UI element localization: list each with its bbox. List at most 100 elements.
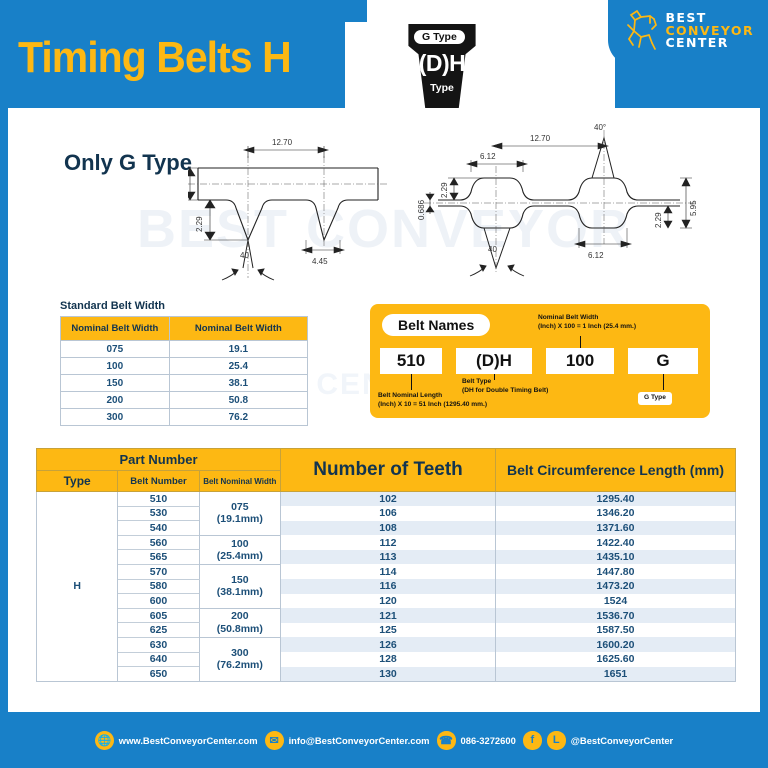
belt-name-part-gtype: G [628,348,698,374]
dim-tooth-width-top-right: 6.12 [480,152,496,161]
table-row: 605 200 (50.8mm) 121 1536.70 [37,608,736,638]
table-row: 150 38.1 [60,374,309,392]
footer-website[interactable]: 🌐 www.BestConveyorCenter.com [94,730,258,750]
standard-belt-width-title: Standard Belt Width [60,300,166,312]
cell-belt-number: 580 [117,579,200,595]
footer-email[interactable]: ✉ info@BestConveyorCenter.com [264,730,430,750]
cell-belt-number: 530 [117,506,200,522]
badge-pill-label: G Type [414,30,465,44]
content-card: BEST CONVEYOR CENTER Only G Type [8,108,760,712]
belt-names-title: Belt Names [382,314,491,336]
cell-nominal-width-code: 075 [60,340,170,358]
width-code: 100 [231,537,249,550]
column-header-belt-nominal-width: Belt Nominal Width [198,470,282,492]
cell-belt-number: 640 [117,652,200,668]
cell-number-of-teeth: 116 [280,579,496,594]
belt-name-part-length: 510 [380,348,442,374]
leader-line-gtype [663,374,664,390]
double-belt-profile-diagram: 12.70 40° 6.12 6.12 [418,123,698,277]
belt-type-badge: G Type (D)H Type [396,24,488,108]
belt-names-note-width: Nominal Belt Width (Inch) X 100 = 1 Inch … [538,314,637,330]
page-footer: 🌐 www.BestConveyorCenter.com ✉ info@Best… [0,712,768,768]
table-row: 530 106 1346.20 [37,506,736,522]
cell-nominal-width-mm: 19.1 [168,340,309,358]
dim-tooth-width-left: 4.45 [312,257,328,266]
cell-belt-type: H [35,491,119,682]
table-header-row: Nominal Belt Width Nominal Belt Width [60,316,309,341]
dim-pitch-left: 12.70 [272,138,293,147]
cell-number-of-teeth: 114 [280,564,496,580]
cell-number-of-teeth: 102 [280,491,496,507]
cell-belt-number: 625 [117,622,200,638]
table-row: 200 50.8 [60,391,309,409]
facebook-icon: f [522,730,542,750]
table-header-group-row: Part Number Number of Teeth Belt Circumf… [36,448,736,492]
cell-belt-nominal-width: 075 (19.1mm) [198,491,282,536]
dim-tooth-width-bottom-right: 6.12 [588,251,604,260]
column-header-number-of-teeth: Number of Teeth [280,448,496,492]
cell-belt-number: 560 [117,535,200,551]
cell-number-of-teeth: 120 [280,593,496,609]
leader-line-width [580,336,581,348]
cell-belt-number: 510 [117,491,200,507]
column-header-nominal-belt-width-2: Nominal Belt Width [168,316,309,341]
cell-belt-number: 650 [117,666,200,682]
cell-nominal-width-mm: 76.2 [168,408,309,426]
table-row: 650 130 1651 [37,666,736,682]
cell-belt-nominal-width: 300 (76.2mm) [198,637,282,682]
cell-nominal-width-code: 150 [60,374,170,392]
table-row: 100 25.4 [60,357,309,375]
cell-circumference-length: 1447.80 [495,564,736,580]
belt-names-note-gtype: G Type [638,392,672,405]
leader-line-length [411,374,412,390]
cell-number-of-teeth: 106 [280,506,496,521]
cell-nominal-width-code: 100 [60,357,170,375]
width-code: 075 [231,501,249,514]
cell-circumference-length: 1651 [495,666,736,682]
cell-number-of-teeth: 128 [280,652,496,667]
footer-social[interactable]: f L @BestConveyorCenter [522,730,674,750]
belt-name-part-type: (D)H [456,348,532,374]
only-g-type-label: Only G Type [64,150,192,175]
dim-total-thickness-right: 5.95 [689,200,698,216]
table-row: 540 108 1371.60 [37,520,736,536]
globe-icon: 🌐 [94,730,114,750]
cell-number-of-teeth: 121 [280,608,496,623]
table-row: 570 150 (38.1mm) 114 1447.80 [37,564,736,609]
width-code: 300 [231,646,249,659]
dim-depth-bottom-right: 2.29 [654,212,663,228]
width-mm: (25.4mm) [216,549,263,562]
table-row: 580 116 1473.20 [37,579,736,595]
cell-belt-nominal-width: 200 (50.8mm) [198,608,282,638]
width-mm: (76.2mm) [216,659,263,672]
badge-main-label: (D)H [418,50,466,76]
cell-belt-number: 605 [117,608,200,624]
table-row: 625 125 1587.50 [37,622,736,638]
footer-social-text: @BestConveyorCenter [570,734,674,746]
table-row: 300 76.2 [60,408,309,426]
cell-circumference-length: 1524 [495,593,736,609]
logo-band [608,0,768,66]
badge-sub-label: Type [430,82,454,94]
footer-phone[interactable]: ☎ 086-3272600 [436,730,516,750]
cell-circumference-length: 1625.60 [495,652,736,667]
cell-belt-nominal-width: 150 (38.1mm) [198,564,282,609]
width-code: 150 [231,573,249,586]
cell-circumference-length: 1435.10 [495,549,736,565]
column-header-belt-number: Belt Number [117,470,200,492]
cell-number-of-teeth: 125 [280,622,496,638]
table-row: 600 120 1524 [37,593,736,609]
cell-nominal-width-mm: 25.4 [168,357,309,375]
cell-nominal-width-code: 300 [60,408,170,426]
cell-circumference-length: 1371.60 [495,520,736,536]
phone-icon: ☎ [436,730,456,750]
logo-line-conveyor: CONVEYOR [665,22,754,38]
column-header-nominal-belt-width-1: Nominal Belt Width [60,316,170,341]
conveyor-robot-icon [627,9,658,50]
width-mm: (50.8mm) [216,622,263,635]
column-header-part-number: Part Number [36,448,281,471]
standard-belt-width-body: 075 19.1 100 25.4 150 38.1 200 50.8 300 76.2 [60,340,309,426]
cell-belt-number: 600 [117,593,200,609]
cell-number-of-teeth: 130 [280,666,496,682]
table-row: H 510 075 (19.1mm) 102 1295.40 [35,491,736,682]
